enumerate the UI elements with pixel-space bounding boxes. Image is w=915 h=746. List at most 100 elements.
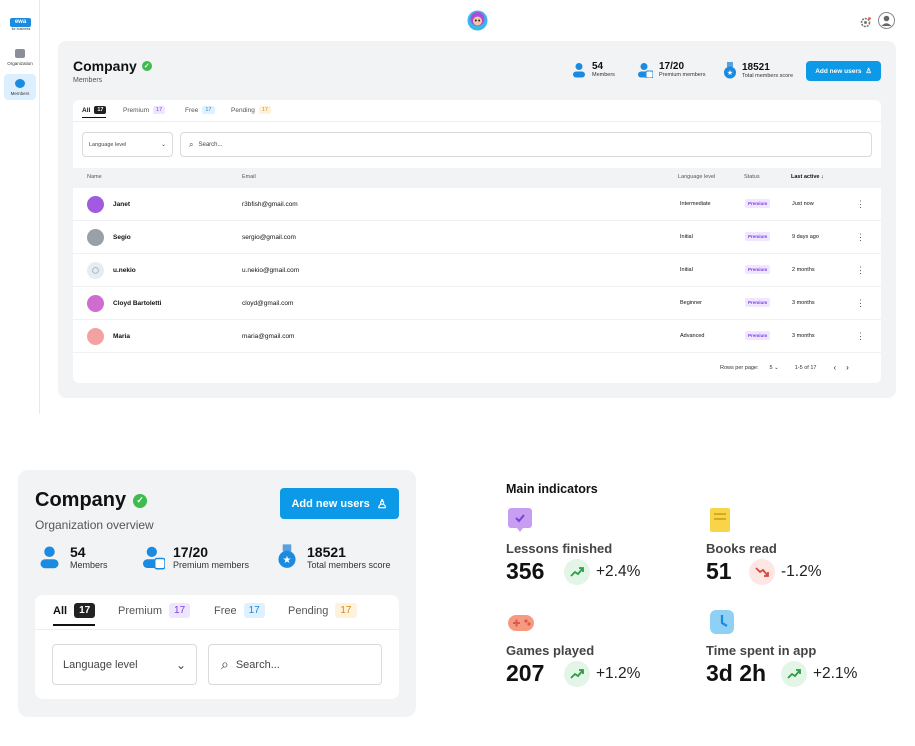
person-icon <box>573 63 585 78</box>
person-icon <box>40 546 59 569</box>
col-status[interactable]: Status <box>744 174 760 180</box>
more-icon[interactable]: ⋮ <box>856 265 865 275</box>
search-icon: ⌕ <box>189 139 194 149</box>
svg-text:★: ★ <box>283 555 292 566</box>
indicator-value: 207 <box>506 660 545 686</box>
stat-value: 18521 <box>742 61 770 73</box>
language-level-select[interactable]: Language level ⌄ <box>82 132 173 157</box>
stat-members: 54 Members <box>39 544 108 570</box>
more-icon[interactable]: ⋮ <box>856 298 865 308</box>
chevron-down-icon: ⌄ <box>175 657 186 672</box>
member-last-active: 2 months <box>792 267 815 273</box>
member-language-level: Initial <box>680 267 693 273</box>
indicator-value: 356 <box>506 558 545 584</box>
table-row[interactable]: Janet r3bfish@gmail.com Intermediate Premiu… <box>73 188 881 221</box>
stat-label: Total members score <box>742 72 794 79</box>
add-users-label: Add new users <box>815 67 862 75</box>
tab-pending[interactable]: Pending 17 <box>288 603 357 618</box>
status-badge: Premium <box>745 265 771 274</box>
col-name[interactable]: Name <box>87 174 102 180</box>
divider <box>35 629 399 630</box>
indicator-games-played: Games played 207 +1.2% <box>506 643 640 687</box>
indicator-label: Time spent in app <box>706 643 817 658</box>
tab-pending[interactable]: Pending 17 <box>231 106 271 114</box>
mascot-icon <box>467 10 488 31</box>
avatar <box>87 328 104 345</box>
page-subtitle: Members <box>73 77 103 84</box>
stat-label: Members <box>592 72 615 78</box>
table-row[interactable]: Cloyd Bartoletti cloyd@gmail.com Beginner P… <box>73 287 881 320</box>
tab-all[interactable]: All 17 <box>82 106 107 118</box>
stat-premium: 17/20 Premium members <box>638 62 705 78</box>
member-last-active: Just now <box>792 201 814 207</box>
table-row[interactable]: Maria maria@gmail.com Advanced Premium 3 mon… <box>73 320 881 353</box>
col-language-level[interactable]: Language level <box>678 174 716 180</box>
add-users-label: Add new users <box>291 497 370 510</box>
member-email: u.nekio@gmail.com <box>242 267 300 274</box>
company-card-zoom: Company ✓ Organization overview Add new … <box>18 470 416 717</box>
language-level-select[interactable]: Language level ⌄ <box>52 644 197 685</box>
indicator-label: Books read <box>706 541 777 556</box>
app-logo-sub: for business <box>11 27 31 31</box>
more-icon[interactable]: ⋮ <box>856 232 865 242</box>
chevron-down-icon: ⌄ <box>160 142 166 148</box>
col-last-active[interactable]: Last active ↓ <box>791 174 824 180</box>
add-users-button[interactable]: Add new users ♙ <box>806 61 881 81</box>
chevron-down-icon: ⌄ <box>774 364 779 371</box>
search-input[interactable]: ⌕ Search... <box>208 644 382 685</box>
member-last-active: 3 months <box>792 333 815 339</box>
member-last-active: 9 days ago <box>792 234 819 240</box>
sidebar-item-members[interactable]: Members <box>4 74 36 100</box>
next-page-button[interactable]: › <box>846 363 849 372</box>
member-language-level: Intermediate <box>680 201 711 207</box>
indicator-change: +1.2% <box>596 664 641 682</box>
stat-premium: 17/20 Premium members <box>143 544 249 570</box>
more-icon[interactable]: ⋮ <box>856 331 865 341</box>
member-name: Segio <box>113 234 131 241</box>
svg-text:★: ★ <box>727 69 733 77</box>
member-email: sergio@gmail.com <box>242 234 296 241</box>
table-row[interactable]: Segio sergio@gmail.com Initial Premium 9 day… <box>73 221 881 254</box>
member-name: Maria <box>113 333 130 340</box>
indicator-value: 3d 2h <box>706 660 767 686</box>
member-name: u.nekio <box>113 267 136 274</box>
gear-icon[interactable] <box>860 15 871 28</box>
indicator-label: Lessons finished <box>506 541 613 556</box>
members-panel: All 17 Premium 17 Free 17 Pending 17 Languag… <box>73 100 881 383</box>
gamepad-icon <box>507 611 535 633</box>
tab-premium[interactable]: Premium 17 <box>118 603 191 618</box>
premium-person-icon <box>638 63 653 78</box>
more-icon[interactable]: ⋮ <box>856 199 865 209</box>
pagination: Rows per page: 5 ⌄ 1-5 of 17 ‹ › <box>720 363 849 372</box>
avatar <box>87 295 104 312</box>
table-row[interactable]: ◯ u.nekio u.nekio@gmail.com Initial Premium 2… <box>73 254 881 287</box>
prev-page-button[interactable]: ‹ <box>833 363 837 372</box>
indicators-title: Main indicators <box>506 482 598 496</box>
verified-icon: ✓ <box>141 61 152 71</box>
search-input[interactable]: ⌕ Search... <box>180 132 872 157</box>
indicator-change: +2.1% <box>813 664 858 682</box>
tab-free[interactable]: Free 17 <box>214 603 265 618</box>
tab-premium[interactable]: Premium 17 <box>123 106 166 114</box>
member-email: maria@gmail.com <box>242 333 295 340</box>
lesson-icon <box>507 507 533 533</box>
sidebar-item-label: Organization <box>7 60 33 66</box>
sidebar-item-organization[interactable]: Organization <box>4 44 36 70</box>
indicator-lessons-finished: Lessons finished 356 +2.4% <box>506 541 640 585</box>
stat-members: 54 Members <box>572 62 615 78</box>
col-email[interactable]: Email <box>242 174 256 180</box>
tab-all[interactable]: All 17 <box>53 603 96 626</box>
rows-per-page-select[interactable]: 5 ⌄ <box>769 364 779 371</box>
page-title: Company <box>35 489 127 511</box>
medal-icon: ★ <box>724 62 736 79</box>
user-avatar-icon[interactable] <box>878 12 895 29</box>
stat-label: Premium members <box>659 72 706 78</box>
stat-value: 54 <box>592 61 604 72</box>
members-panel-zoom: All 17 Premium 17 Free 17 Pending 17 Languag… <box>35 595 399 699</box>
verified-icon: ✓ <box>133 493 148 508</box>
trend-up-icon <box>564 660 590 687</box>
divider <box>73 121 881 122</box>
add-users-button[interactable]: Add new users ♙ <box>280 488 399 519</box>
tab-free[interactable]: Free 17 <box>185 106 215 114</box>
premium-person-icon <box>143 546 165 570</box>
